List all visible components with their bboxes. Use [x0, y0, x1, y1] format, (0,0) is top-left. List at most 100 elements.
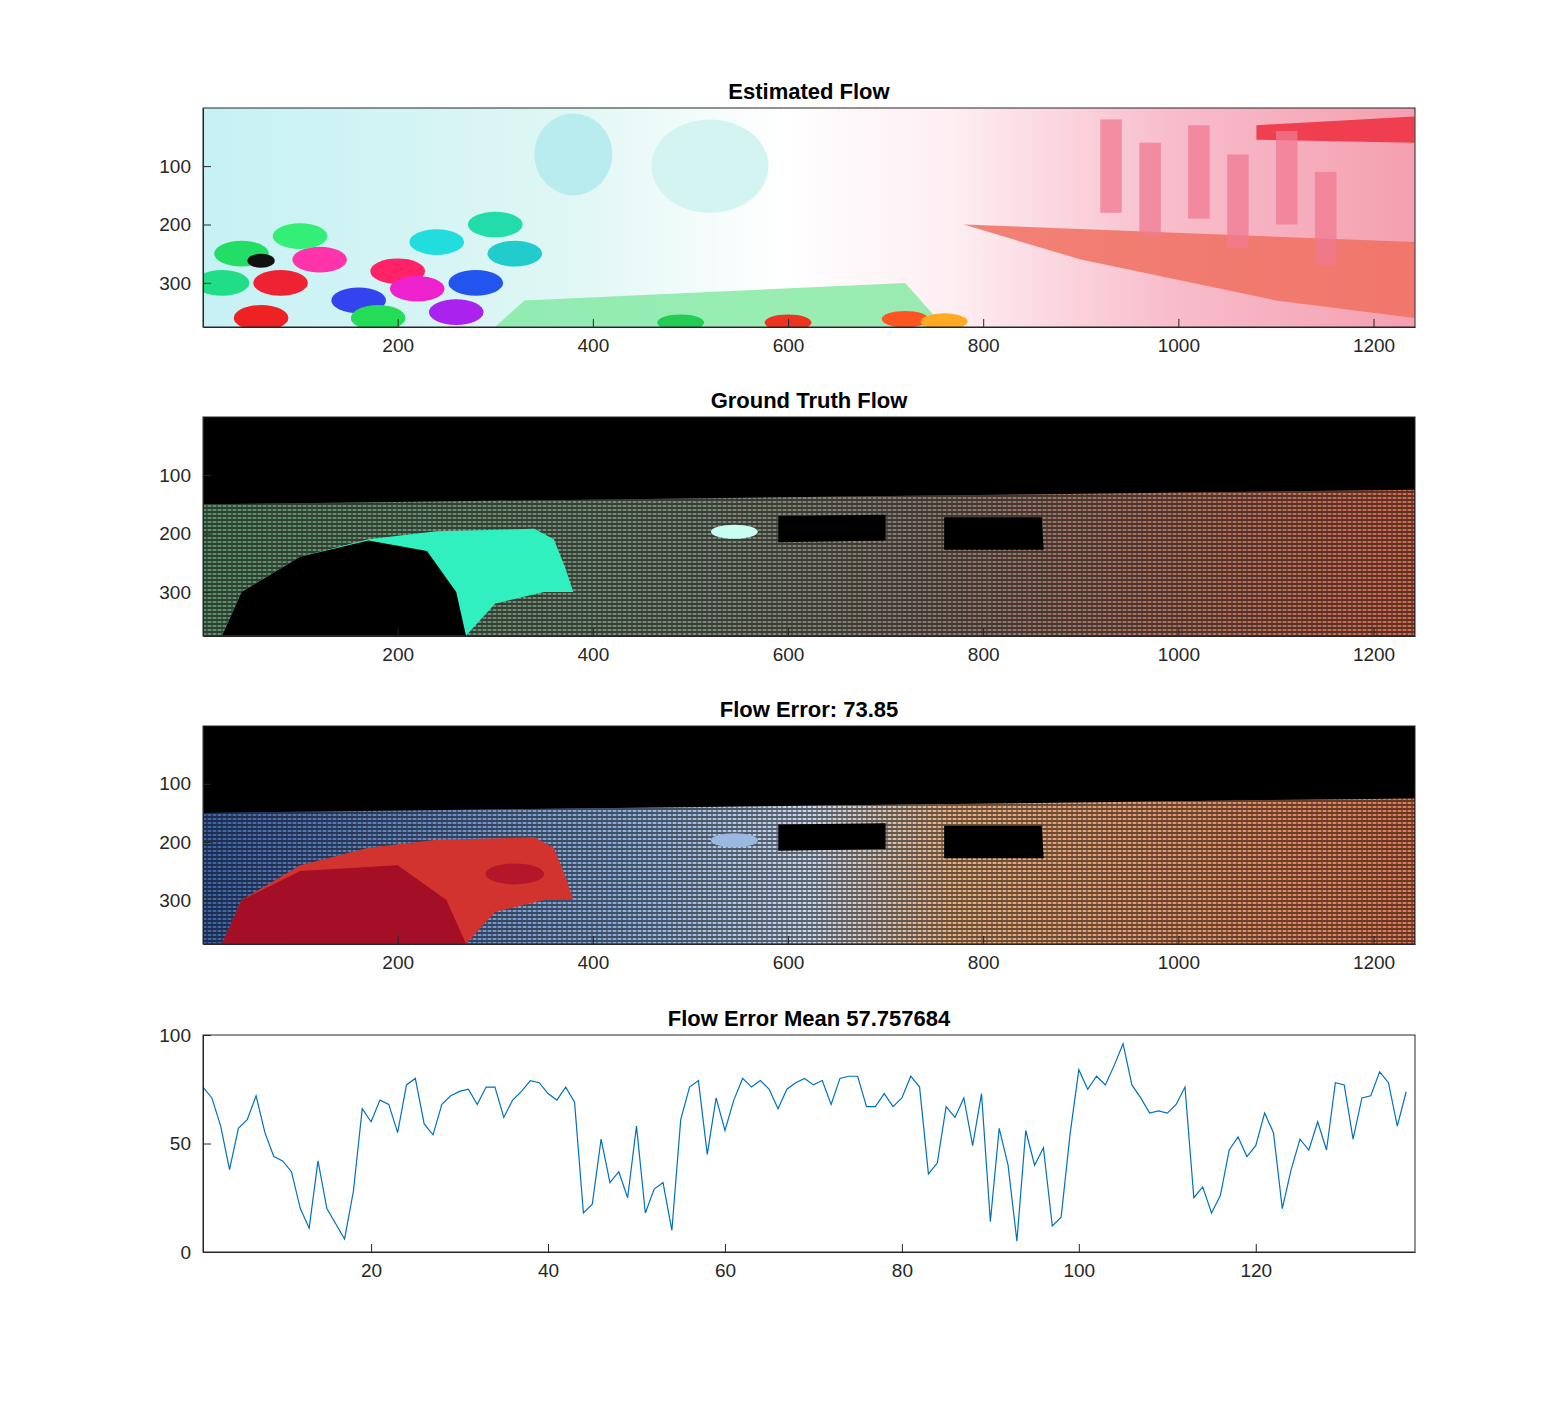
tick-label: 100 [159, 773, 191, 794]
tick-mark [398, 628, 399, 636]
axis-line [203, 727, 204, 945]
panel-title: Ground Truth Flow [711, 388, 909, 413]
image-blob [487, 241, 542, 267]
tick-mark [1178, 319, 1179, 327]
tick: 1000 [1158, 936, 1200, 973]
tick-label: 1000 [1158, 335, 1200, 356]
tick: 80 [892, 1244, 913, 1281]
tick-label: 100 [159, 156, 191, 177]
image-blob [429, 299, 484, 325]
tick-mark [203, 534, 211, 535]
tick-label: 300 [159, 272, 191, 293]
tick: 20 [361, 1244, 382, 1281]
axis-line [204, 944, 1416, 945]
tick-label: 800 [968, 644, 1000, 665]
image-blob [273, 223, 328, 249]
axis-line [204, 1252, 1416, 1253]
tick: 100 [159, 773, 211, 794]
tick: 800 [968, 628, 1000, 665]
tick: 200 [382, 936, 414, 973]
panel: 20040060080010001200100200300 [159, 726, 1415, 973]
tick: 800 [968, 936, 1000, 973]
tick-mark [593, 936, 594, 944]
plot-content [203, 108, 1415, 327]
image-region [1188, 125, 1209, 218]
image-blob [390, 276, 445, 302]
tick-mark [1079, 1244, 1080, 1252]
tick: 200 [159, 214, 211, 235]
image-blob [292, 247, 347, 273]
image-region [1276, 131, 1297, 224]
x-axis: 20040060080010001200 [204, 936, 1416, 973]
panel: 20040060080010001200100200300 [159, 108, 1415, 356]
tick-mark [1178, 628, 1179, 636]
tick: 200 [382, 628, 414, 665]
image-car [222, 529, 573, 636]
panel: 20406080100120050100 [159, 1025, 1415, 1282]
tick: 60 [715, 1244, 736, 1281]
tick-mark [593, 628, 594, 636]
tick: 0 [180, 1242, 211, 1263]
tick-mark [1256, 1244, 1257, 1252]
plot-content [203, 726, 1415, 944]
tick-mark [203, 784, 211, 785]
image-background [203, 108, 1415, 327]
image-ground [203, 798, 1415, 943]
panel-title: Flow Error Mean 57.757684 [668, 1006, 951, 1031]
axis-line [203, 418, 204, 637]
tick-mark [203, 1252, 211, 1253]
tick-label: 120 [1240, 1260, 1272, 1281]
tick-label: 200 [382, 644, 414, 665]
tick-label: 100 [159, 465, 191, 486]
tick-label: 20 [361, 1260, 382, 1281]
tick-mark [1374, 628, 1375, 636]
panel-title: Estimated Flow [728, 79, 890, 104]
tick-label: 200 [159, 214, 191, 235]
tick: 100 [159, 156, 211, 177]
tick: 1200 [1353, 936, 1395, 973]
tick-label: 200 [159, 523, 191, 544]
plot-frame [203, 1035, 1415, 1252]
image-ground [203, 490, 1415, 636]
tick: 300 [159, 581, 211, 602]
tick: 600 [773, 628, 805, 665]
image-blob [253, 270, 308, 296]
x-axis: 20040060080010001200 [204, 319, 1416, 356]
image-region [1227, 154, 1248, 247]
tick: 100 [159, 465, 211, 486]
tick-mark [203, 166, 211, 167]
tick-label: 400 [577, 952, 609, 973]
image-blob [234, 305, 289, 327]
tick-label: 1000 [1158, 644, 1200, 665]
tick-mark [983, 936, 984, 944]
tick-label: 300 [159, 890, 191, 911]
tick: 300 [159, 890, 211, 911]
tick-mark [203, 842, 211, 843]
image-region [534, 114, 612, 196]
tick: 1000 [1158, 628, 1200, 665]
tick-label: 400 [577, 644, 609, 665]
x-axis: 20406080100120 [204, 1244, 1416, 1281]
tick-label: 80 [892, 1260, 913, 1281]
figure-background [0, 0, 1563, 1406]
tick-label: 800 [968, 952, 1000, 973]
tick-label: 600 [773, 644, 805, 665]
image-blob [468, 212, 523, 238]
tick-mark [398, 936, 399, 944]
tick-label: 40 [538, 1260, 559, 1281]
image-background [203, 726, 1415, 944]
tick-label: 600 [773, 335, 805, 356]
tick-mark [548, 1244, 549, 1252]
tick: 400 [577, 319, 609, 356]
tick-mark [1374, 936, 1375, 944]
tick-label: 300 [159, 581, 191, 602]
tick-label: 60 [715, 1260, 736, 1281]
axis-line [204, 636, 1416, 637]
image-occlusion [944, 517, 1044, 550]
plot-background [203, 108, 1415, 327]
y-axis: 100 200 300 [159, 109, 211, 328]
tick-label: 1200 [1353, 335, 1395, 356]
image-car [711, 833, 758, 847]
x-axis: 20040060080010001200 [204, 628, 1416, 665]
plot-background [203, 726, 1415, 944]
